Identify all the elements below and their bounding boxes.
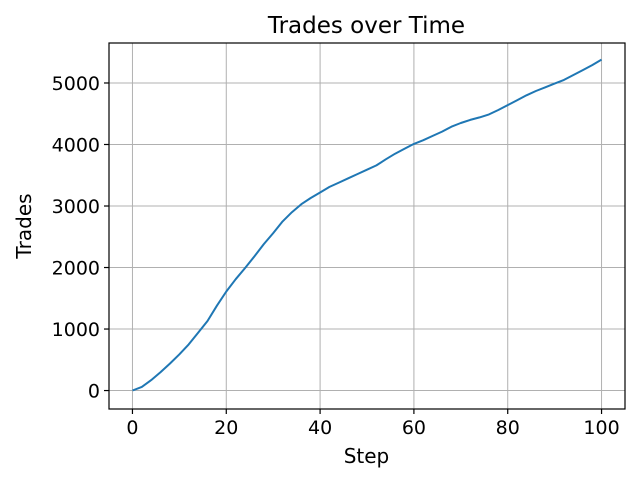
y-tick-label: 1000: [52, 319, 100, 341]
y-axis-ticks: 0 1000 2000 3000 4000 5000: [52, 73, 109, 403]
x-tick-label: 40: [308, 417, 332, 439]
x-tick-label: 20: [214, 417, 238, 439]
grid: [109, 43, 625, 409]
x-tick-label: 100: [583, 417, 619, 439]
y-tick-label: 5000: [52, 73, 100, 95]
x-tick-label: 80: [496, 417, 520, 439]
y-tick-label: 4000: [52, 134, 100, 156]
x-tick-label: 60: [402, 417, 426, 439]
x-tick-label: 0: [126, 417, 138, 439]
x-axis-ticks: 0 20 40 60 80 100: [126, 409, 620, 439]
y-tick-label: 2000: [52, 258, 100, 280]
series-line: [132, 58, 603, 392]
y-tick-label: 0: [88, 381, 100, 403]
chart-title: Trades over Time: [267, 13, 465, 39]
y-axis-label: Trades: [12, 193, 36, 259]
plot-frame: [108, 42, 626, 410]
y-tick-label: 3000: [52, 196, 100, 218]
x-axis-label: Step: [344, 444, 390, 468]
